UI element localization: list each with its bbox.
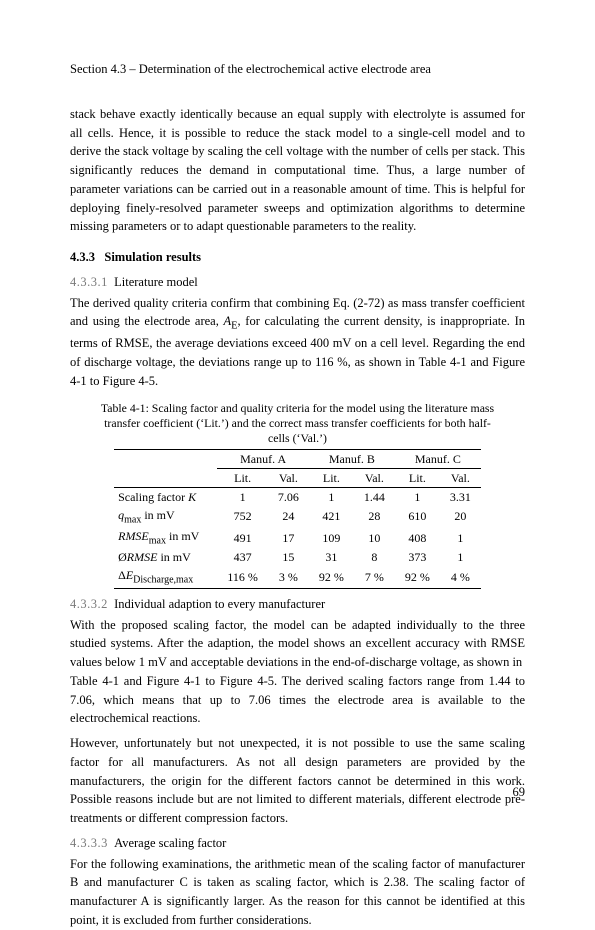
subcol: Lit. <box>217 468 268 487</box>
table-row: ØRMSE in mV 437 15 31 8 373 1 <box>114 548 481 566</box>
cell: 373 <box>395 548 440 566</box>
table-group-header-row: Manuf. A Manuf. B Manuf. C <box>114 449 481 468</box>
table-caption: Table 4-1: Scaling factor and quality cr… <box>100 401 495 447</box>
cell: 610 <box>395 506 440 527</box>
paragraph: However, unfortunately but not unexpecte… <box>70 734 525 828</box>
cell: 752 <box>217 506 268 527</box>
cell: 1 <box>440 548 481 566</box>
cell: 1 <box>309 487 354 506</box>
table-row: qmax in mV 752 24 421 28 610 20 <box>114 506 481 527</box>
subsection-heading-4-3-3-2: 4.3.3.2 Individual adaption to every man… <box>70 595 525 614</box>
subsection-heading-4-3-3-3: 4.3.3.3 Average scaling factor <box>70 834 525 853</box>
cell: 15 <box>268 548 309 566</box>
cell: 24 <box>268 506 309 527</box>
cell: 7 % <box>354 566 395 588</box>
row-label: ØRMSE in mV <box>114 548 217 566</box>
group-head: Manuf. A <box>217 449 309 468</box>
cell: 7.06 <box>268 487 309 506</box>
cell: 92 % <box>395 566 440 588</box>
cell: 3 % <box>268 566 309 588</box>
cell: 408 <box>395 527 440 548</box>
paragraph: stack behave exactly identically because… <box>70 105 525 236</box>
cell: 31 <box>309 548 354 566</box>
group-head: Manuf. B <box>309 449 395 468</box>
table-row: RMSEmax in mV 491 17 109 10 408 1 <box>114 527 481 548</box>
cell: 1 <box>217 487 268 506</box>
table-row: Scaling factor K 1 7.06 1 1.44 1 3.31 <box>114 487 481 506</box>
subcol: Lit. <box>395 468 440 487</box>
subsection-number: 4.3.3.2 <box>70 597 108 611</box>
cell: 28 <box>354 506 395 527</box>
subsection-title: Literature model <box>114 275 198 289</box>
cell: 4 % <box>440 566 481 588</box>
cell: 491 <box>217 527 268 548</box>
paragraph: For the following examinations, the arit… <box>70 855 525 930</box>
cell: 1 <box>440 527 481 548</box>
subsection-title: Individual adaption to every manufacture… <box>114 597 325 611</box>
subsection-heading-4-3-3-1: 4.3.3.1 Literature model <box>70 273 525 292</box>
section-number: 4.3.3 <box>70 250 95 264</box>
table-4-1: Manuf. A Manuf. B Manuf. C Lit. Val. Lit… <box>114 449 481 589</box>
subcol: Val. <box>354 468 395 487</box>
cell: 8 <box>354 548 395 566</box>
subcol: Val. <box>268 468 309 487</box>
group-head: Manuf. C <box>395 449 481 468</box>
row-label: Scaling factor K <box>114 487 217 506</box>
subsection-number: 4.3.3.3 <box>70 836 108 850</box>
cell: 1 <box>395 487 440 506</box>
paragraph: The derived quality criteria confirm tha… <box>70 294 525 391</box>
section-heading-4-3-3: 4.3.3 Simulation results <box>70 248 525 267</box>
cell: 20 <box>440 506 481 527</box>
section-title: Simulation results <box>104 250 201 264</box>
row-label: qmax in mV <box>114 506 217 527</box>
table-row: ΔEDischarge,max 116 % 3 % 92 % 7 % 92 % … <box>114 566 481 588</box>
page-number: 69 <box>513 783 526 802</box>
cell: 1.44 <box>354 487 395 506</box>
cell: 437 <box>217 548 268 566</box>
symbol-A: A <box>224 314 232 328</box>
cell: 92 % <box>309 566 354 588</box>
row-label: RMSEmax in mV <box>114 527 217 548</box>
subcol: Lit. <box>309 468 354 487</box>
cell: 109 <box>309 527 354 548</box>
row-label: ΔEDischarge,max <box>114 566 217 588</box>
table-subheader-row: Lit. Val. Lit. Val. Lit. Val. <box>114 468 481 487</box>
cell: 17 <box>268 527 309 548</box>
cell: 3.31 <box>440 487 481 506</box>
cell: 10 <box>354 527 395 548</box>
cell: 116 % <box>217 566 268 588</box>
subsection-title: Average scaling factor <box>114 836 226 850</box>
subcol: Val. <box>440 468 481 487</box>
subsection-number: 4.3.3.1 <box>70 275 108 289</box>
page-header: Section 4.3 – Determination of the elect… <box>70 60 525 79</box>
paragraph: With the proposed scaling factor, the mo… <box>70 616 525 672</box>
cell: 421 <box>309 506 354 527</box>
paragraph: Table 4-1 and Figure 4-1 to Figure 4-5. … <box>70 672 525 728</box>
